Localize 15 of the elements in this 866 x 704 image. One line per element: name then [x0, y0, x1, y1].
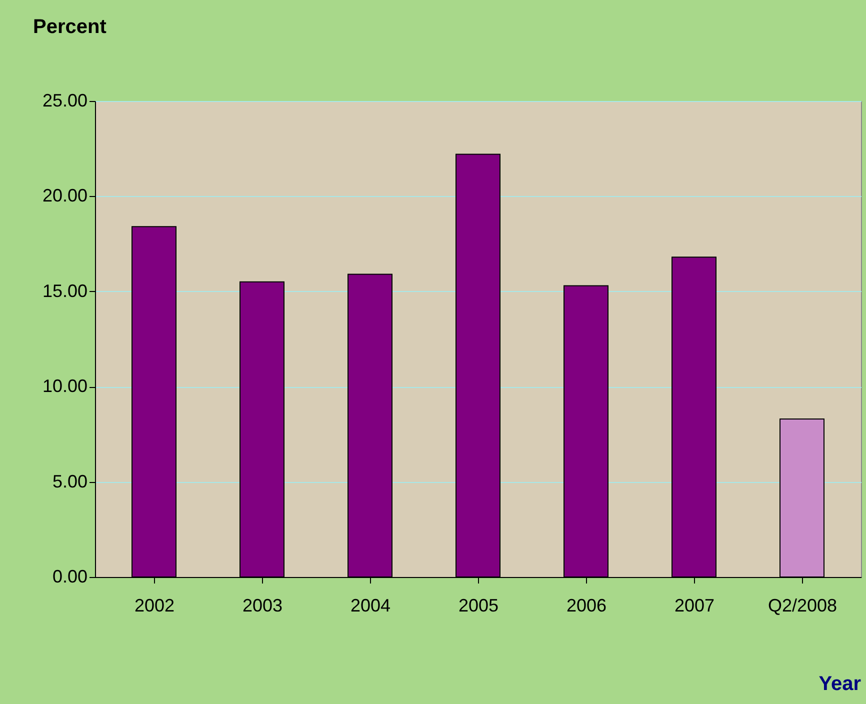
y-axis-title: Percent — [33, 16, 107, 38]
y-tick-label: 0.00 — [52, 566, 88, 586]
y-tick-label: 25.00 — [42, 90, 88, 110]
y-tick-label: 5.00 — [52, 471, 88, 492]
x-tick-label: Q2/2008 — [768, 596, 838, 616]
y-tick-label: 15.00 — [42, 280, 88, 301]
x-tick-label: 2005 — [458, 596, 499, 616]
x-tick-label: 2002 — [134, 596, 175, 616]
x-axis-title: Year — [818, 673, 862, 695]
x-tick-label: 2006 — [566, 596, 607, 616]
y-tick-label: 10.00 — [42, 376, 88, 396]
x-tick-label: 2003 — [242, 596, 283, 616]
y-tick-label: 20.00 — [42, 186, 88, 206]
x-tick-label: 2007 — [674, 596, 715, 616]
x-tick-label: 2004 — [350, 596, 391, 616]
